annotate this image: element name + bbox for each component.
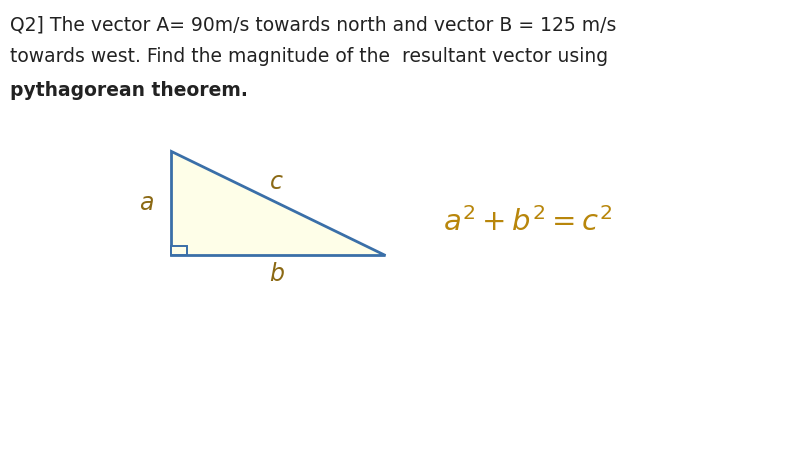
Bar <box>171 246 187 255</box>
Text: b: b <box>269 262 284 286</box>
Text: a: a <box>139 191 154 215</box>
Text: pythagorean theorem.: pythagorean theorem. <box>10 81 248 100</box>
Text: Q2] The vector A= 90m/s towards north and vector B = 125 m/s: Q2] The vector A= 90m/s towards north an… <box>10 16 617 35</box>
Polygon shape <box>171 151 386 255</box>
Text: c: c <box>270 170 283 194</box>
Text: $\mathit{a}^2 + \mathit{b}^2 = \mathit{c}^2$: $\mathit{a}^2 + \mathit{b}^2 = \mathit{c… <box>443 207 612 237</box>
Text: towards west. Find the magnitude of the  resultant vector using: towards west. Find the magnitude of the … <box>10 47 609 66</box>
